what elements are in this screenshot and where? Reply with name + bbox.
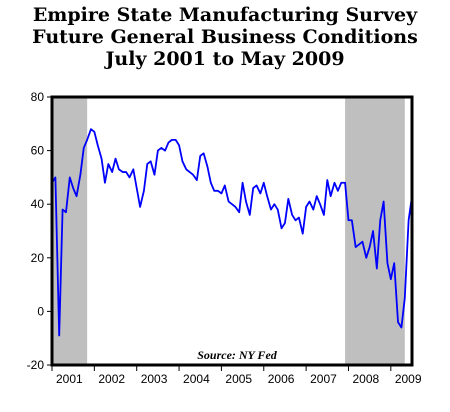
x-tick-label: 2004: [183, 372, 210, 386]
y-tick-label: 80: [31, 90, 45, 104]
chart-title-line-1: Empire State Manufacturing Survey: [32, 4, 418, 26]
x-tick-label: 2005: [225, 372, 252, 386]
y-tick-label: -20: [27, 358, 45, 372]
series-line-1: [51, 128, 413, 337]
plot-frame: [50, 95, 414, 367]
recession-bands: [52, 97, 405, 365]
chart-title-line-2: Future General Business Conditions: [32, 26, 418, 48]
series-layer: [51, 128, 413, 337]
recession-band-1: [52, 97, 88, 365]
y-tick-label: 0: [37, 304, 44, 318]
recession-band-2: [345, 97, 405, 365]
x-tick-label: 2001: [56, 372, 83, 386]
y-tick-label: 40: [31, 197, 45, 211]
x-tick-label: 2003: [141, 372, 168, 386]
y-axis: -20 0 20 40 60 80: [27, 90, 52, 372]
y-tick-label: 60: [31, 144, 45, 158]
x-tick-label: 2002: [98, 372, 125, 386]
chart-title-line-3: July 2001 to May 2009: [105, 48, 345, 70]
source-note: Source: NY Fed: [197, 348, 278, 362]
x-tick-label: 2008: [352, 372, 379, 386]
x-tick-label: 2007: [310, 372, 337, 386]
x-axis: 2001 2002 2003 2004 2005 2006 2007 2008 2009: [51, 365, 422, 386]
x-tick-label: 2009: [395, 372, 422, 386]
chart-title: Empire State Manufacturing Survey Future…: [0, 4, 450, 70]
y-tick-label: 20: [31, 251, 45, 265]
x-tick-label: 2006: [268, 372, 295, 386]
